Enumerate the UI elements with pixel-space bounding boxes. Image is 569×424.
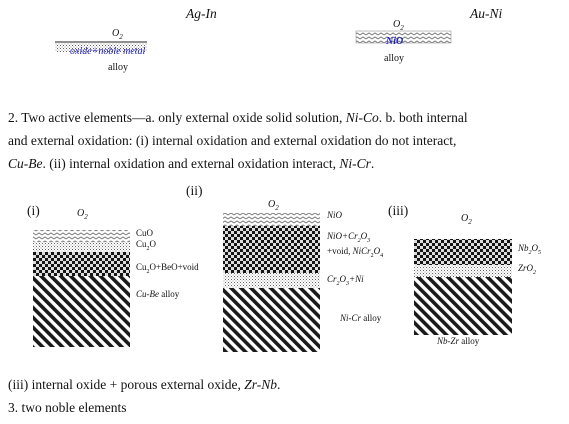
d2-alloy-substrate	[223, 288, 320, 352]
d2-mix-label-1: NiO+Cr2O3	[327, 231, 371, 244]
auni-layer-label: NiO	[386, 36, 404, 47]
agin-alloy-label: alloy	[108, 62, 128, 73]
d2-nio-label: NiO	[327, 210, 343, 220]
footer-line-iii: (iii) internal oxide + porous external o…	[8, 377, 281, 392]
agin-oxide-layer	[55, 43, 147, 52]
d3-nb2o5-layer	[414, 239, 512, 265]
agin-layer-label: oxide+noble metal	[70, 46, 146, 57]
d2-mixed-zone	[223, 226, 320, 273]
d3-alloy-substrate	[414, 277, 512, 335]
d3-nb2o5-label: Nb2O5	[518, 243, 542, 256]
auni-alloy-label: alloy	[384, 53, 404, 64]
d2-alloy-label: Ni-Cr alloy	[340, 313, 382, 323]
d3-zro2-layer	[414, 265, 512, 277]
d1-cu2o-layer	[33, 242, 130, 252]
d1-cuo-layer	[33, 230, 130, 242]
d1-cu2o-label: Cu2O	[136, 239, 157, 252]
d1-mix-label: Cu2O+BeO+void	[136, 262, 199, 275]
auni-nio-layer	[355, 30, 452, 44]
d1-o2-label: O2	[77, 208, 88, 221]
d2-cr2o3-ni-zone	[223, 273, 320, 288]
d1-alloy-label: Cu-Be alloy	[136, 289, 180, 299]
diagram-iii-tag: (iii)	[388, 203, 409, 218]
d3-alloy-label: Nb-Zr alloy	[437, 336, 480, 346]
auni-title: Au-Ni	[470, 6, 503, 21]
footer-line-3: 3. two noble elements	[8, 400, 127, 415]
d2-nio-layer	[223, 213, 320, 226]
d3-zro2-label: ZrO2	[518, 263, 537, 276]
d1-internal-zone	[33, 252, 130, 276]
d2-cr2o3-label: Cr2O3+Ni	[327, 274, 364, 287]
auni-o2-label: O2	[393, 19, 404, 32]
d2-o2-label: O2	[268, 199, 279, 212]
d1-alloy-substrate	[33, 276, 130, 347]
diagram-i-tag: (i)	[27, 203, 40, 218]
d1-cuo-label: CuO	[136, 228, 154, 238]
d3-o2-label: O2	[461, 213, 472, 226]
agin-title: Ag-In	[186, 6, 217, 21]
paragraph-two: 2. Two active elements—a. only external …	[8, 110, 468, 171]
agin-o2-label: O2	[112, 28, 123, 41]
diagram-ii-tag: (ii)	[186, 183, 203, 198]
d2-mix-label-2: +void, NiCr2O4	[327, 246, 384, 259]
